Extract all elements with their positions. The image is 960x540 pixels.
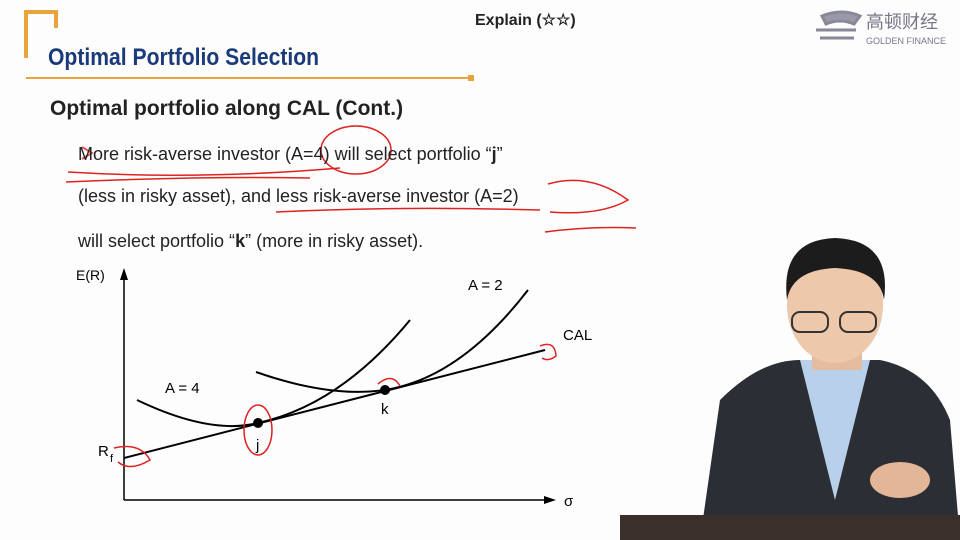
curve-a4: [136, 319, 411, 428]
slide-title: Optimal Portfolio Selection: [48, 44, 320, 71]
cal-label: CAL: [563, 327, 592, 344]
point-k-label: k: [381, 401, 389, 418]
bold-text: j: [491, 144, 497, 164]
rule-end: [468, 75, 474, 81]
text: will select portfolio “: [78, 231, 236, 251]
point-j: [253, 418, 263, 428]
y-arrow: [120, 268, 128, 280]
rf-sub: f: [110, 453, 114, 465]
logo-en: GOLDEN FINANCE: [866, 36, 946, 46]
text: ”: [496, 144, 503, 164]
heading: Optimal portfolio along CAL (Cont.): [50, 97, 404, 120]
bullet-line: will select portfolio “k” (more in risky…: [78, 231, 423, 252]
x-arrow: [544, 496, 556, 504]
text: (less in risky asset), and less risk-ave…: [78, 186, 519, 206]
annotations: [65, 125, 637, 468]
logo-cn: 高顿财经: [866, 12, 938, 32]
rf-label: R: [98, 443, 109, 460]
presenter: [620, 238, 960, 540]
logo-mark: [816, 10, 863, 40]
y-axis-label: E(R): [76, 267, 105, 283]
bullet-line: More risk-averse investor (A=4) will sel…: [78, 144, 503, 165]
curve-a2-label: A = 2: [468, 277, 503, 294]
corner-bracket: [24, 10, 58, 58]
curve-a4-label: A = 4: [165, 380, 200, 397]
text: ” (more in risky asset).: [245, 231, 424, 251]
point-j-label: j: [255, 437, 259, 454]
bullet-line: (less in risky asset), and less risk-ave…: [78, 186, 519, 207]
x-axis-label: σ: [564, 493, 574, 510]
cal-line: [123, 349, 546, 459]
badge: Explain (☆☆): [475, 12, 576, 29]
bold-text: k: [235, 231, 246, 251]
text: More risk-averse investor (A=4) will sel…: [78, 144, 492, 164]
point-k: [380, 385, 390, 395]
